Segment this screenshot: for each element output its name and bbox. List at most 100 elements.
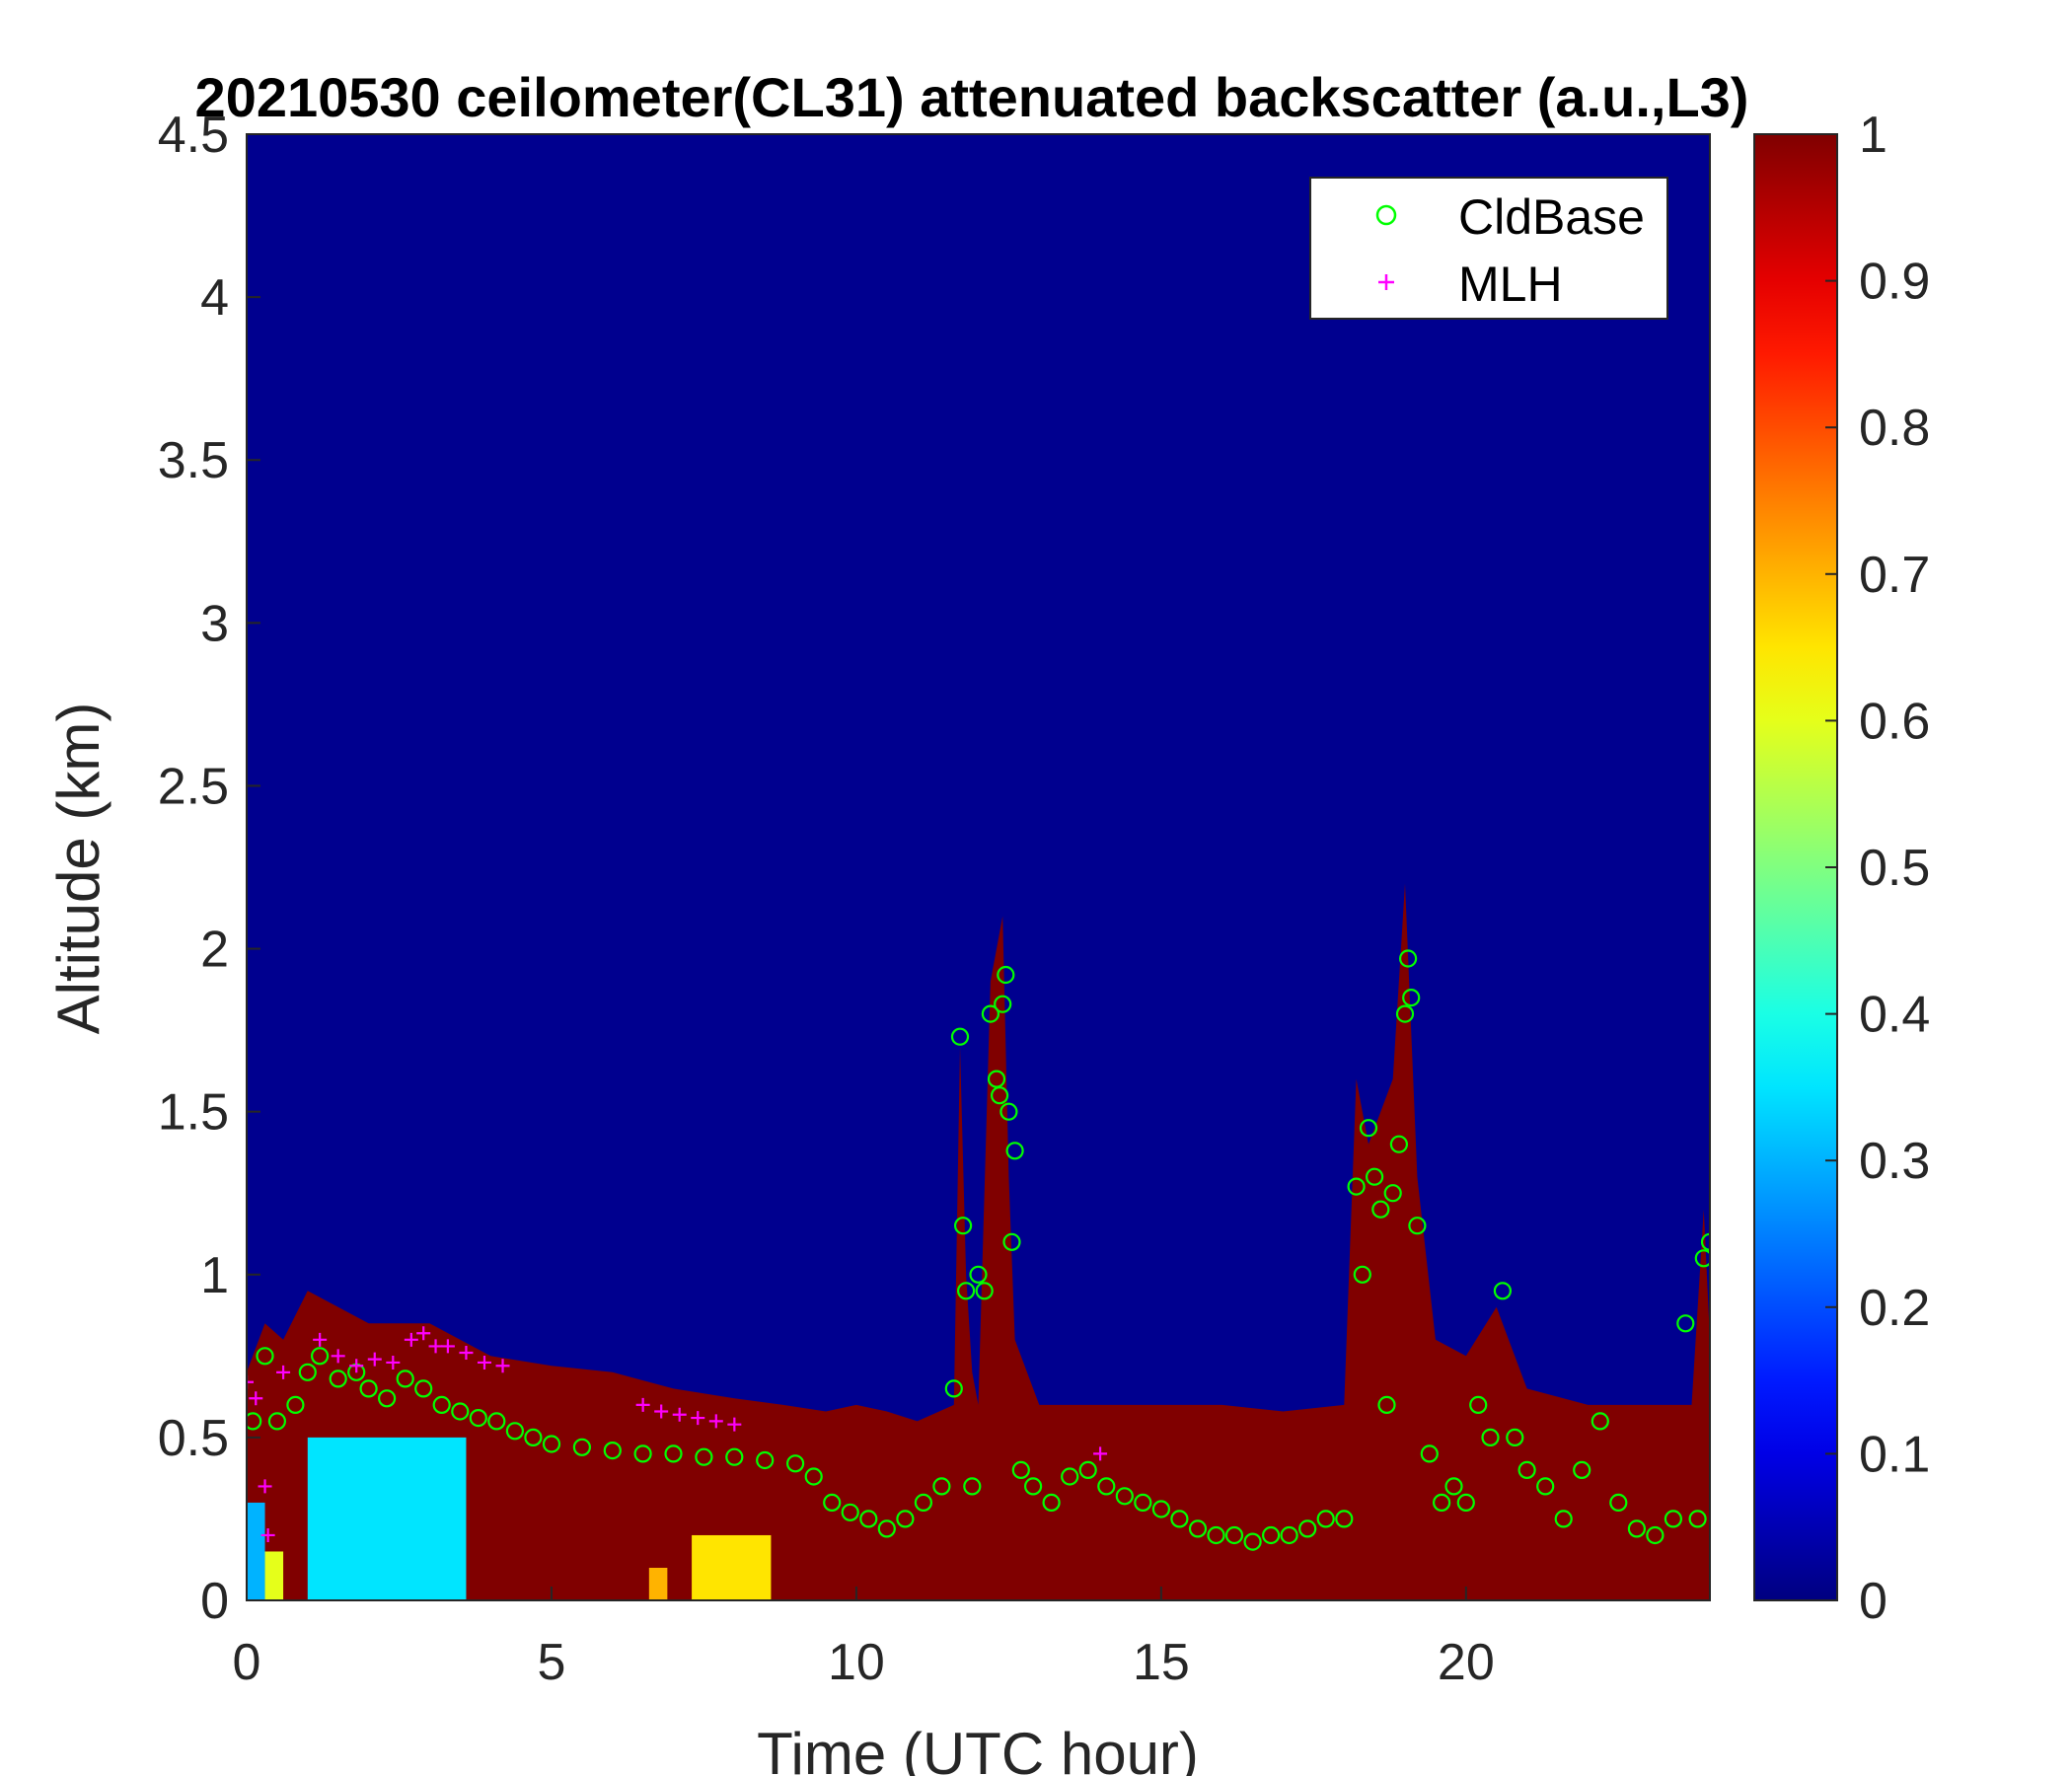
cldbase-point — [756, 1450, 775, 1470]
cldbase-point — [1432, 1493, 1451, 1513]
cldbase-point — [956, 1282, 976, 1300]
cldbase-point — [1536, 1477, 1555, 1496]
colorbar-tick-label: 0.7 — [1859, 547, 1930, 604]
cldbase-point — [932, 1477, 951, 1496]
mlh-point — [459, 1346, 474, 1361]
legend-mlh-label: MLH — [1458, 257, 1563, 312]
mlh-point — [313, 1332, 328, 1347]
mlh-point — [258, 1479, 272, 1494]
cldbase-point — [311, 1347, 330, 1366]
cldbase-point — [1694, 1249, 1710, 1268]
cldbase-point — [1389, 1135, 1409, 1153]
cldbase-point — [695, 1447, 713, 1466]
mlh-point — [404, 1332, 418, 1347]
colorbar-tick-label: 0.3 — [1859, 1133, 1930, 1190]
mlh-point — [672, 1407, 687, 1422]
mlh-point — [440, 1339, 455, 1354]
mlh-point — [276, 1365, 291, 1379]
cldbase-point — [414, 1379, 433, 1398]
legend: CldBase MLH — [1309, 177, 1668, 320]
colorbar-tick-label: 0 — [1859, 1573, 1887, 1630]
cldbase-point — [1469, 1395, 1488, 1415]
colorbar-tick-label: 0.5 — [1859, 840, 1930, 897]
cldbase-point — [1371, 1200, 1390, 1219]
mlh-point — [349, 1359, 364, 1373]
y-tick-label: 1.5 — [158, 1084, 229, 1142]
plot-frame — [246, 133, 1711, 1601]
legend-cldbase-marker — [1375, 204, 1397, 226]
y-tick-label: 0.5 — [158, 1410, 229, 1467]
cldbase-point — [804, 1467, 823, 1486]
mlh-point — [495, 1359, 510, 1373]
cldbase-point — [603, 1441, 622, 1460]
legend-cldbase-label: CldBase — [1458, 189, 1645, 245]
x-tick-label: 15 — [1133, 1634, 1190, 1691]
mlh-point — [708, 1414, 723, 1429]
cldbase-point — [1456, 1493, 1475, 1513]
cldbase-point — [914, 1493, 933, 1513]
cldbase-point — [1078, 1460, 1097, 1480]
cldbase-point — [1676, 1314, 1695, 1333]
cldbase-point — [1481, 1428, 1500, 1447]
cldbase-point — [1700, 1232, 1710, 1251]
cldbase-point — [1170, 1510, 1189, 1528]
cldbase-point — [1627, 1519, 1647, 1538]
cldbase-point — [1134, 1493, 1152, 1513]
cldbase-point — [1517, 1460, 1536, 1480]
x-axis: 0 5 10 15 20 — [233, 1587, 1495, 1691]
cldbase-point — [823, 1493, 842, 1513]
mlh-point — [727, 1417, 742, 1432]
cldbase-point — [1115, 1487, 1134, 1506]
low-backscatter-region — [247, 1502, 265, 1600]
cldbase-point — [1023, 1477, 1043, 1496]
legend-mlh-marker — [1378, 274, 1394, 290]
cldbase-point — [1316, 1510, 1335, 1528]
cldbase-point — [1554, 1510, 1573, 1528]
cldbase-point — [1573, 1460, 1591, 1480]
y-axis: 0 0.5 1 1.5 2 2.5 3 3.5 4 4.5 — [158, 107, 260, 1630]
cldbase-point — [1335, 1510, 1354, 1528]
y-tick-label: 1 — [200, 1247, 229, 1304]
cldbase-point — [378, 1389, 397, 1408]
cldbase-point — [1188, 1519, 1208, 1538]
cldbase-point — [359, 1379, 378, 1398]
mlh-point — [1093, 1446, 1108, 1461]
cldbase-point — [1005, 1142, 1024, 1160]
mlh-point — [331, 1349, 345, 1364]
mlh-point — [691, 1411, 705, 1426]
y-tick-label: 3.5 — [158, 432, 229, 489]
cldbase-point — [999, 1102, 1018, 1121]
cldbase-point — [267, 1412, 286, 1431]
cldbase-point — [572, 1438, 592, 1456]
low-backscatter-region — [692, 1534, 772, 1600]
cldbase-point — [487, 1412, 506, 1431]
cldbase-point — [298, 1363, 317, 1381]
cldbase-point — [1444, 1477, 1463, 1496]
cldbase-point — [286, 1395, 305, 1415]
cldbase-point — [1420, 1444, 1439, 1463]
cldbase-point — [969, 1265, 988, 1284]
cldbase-point — [987, 1070, 1006, 1088]
cldbase-point — [1298, 1519, 1317, 1538]
cldbase-point — [1042, 1493, 1061, 1513]
y-tick-label: 2 — [200, 922, 229, 979]
cldbase-point — [396, 1369, 414, 1388]
cldbase-point — [451, 1402, 470, 1421]
cldbase-point — [1353, 1265, 1371, 1284]
colorbar-tick-label: 1 — [1859, 107, 1887, 164]
cldbase-point — [1097, 1477, 1116, 1496]
x-axis-title: Time (UTC hour) — [757, 1721, 1199, 1776]
cldbase-point — [963, 1477, 982, 1496]
cldbase-point — [1646, 1525, 1665, 1545]
mlh-point — [260, 1527, 275, 1542]
cldbase-point — [1408, 1217, 1427, 1235]
colorbar-axis: 0 0.1 0.2 0.3 0.4 0.5 0.6 0.7 0.8 0.9 1 — [1825, 107, 1930, 1630]
colorbar-tick-label: 0.4 — [1859, 987, 1930, 1044]
cldbase-point — [785, 1454, 805, 1473]
cldbase-point — [1061, 1467, 1079, 1486]
cldbase-point — [524, 1428, 543, 1447]
cldbase-point — [1280, 1525, 1298, 1545]
cldbase-point — [1377, 1395, 1396, 1415]
cldbase-point — [994, 995, 1012, 1013]
cldbase-point — [944, 1379, 963, 1398]
